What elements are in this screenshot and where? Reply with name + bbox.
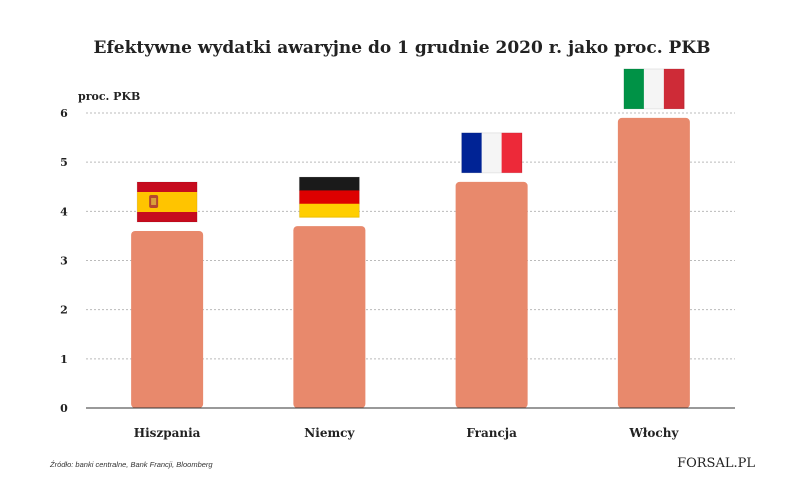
- bar-hiszpania: [131, 231, 204, 408]
- source-note: Źródło: banki centralne, Bank Francji, B…: [49, 460, 213, 469]
- y-tick-label: 4: [60, 205, 68, 218]
- flags: [136, 68, 685, 223]
- y-tick-label: 5: [60, 156, 68, 169]
- forsal-logo: FORSAL.PL: [677, 456, 755, 471]
- x-tick-label: Hiszpania: [134, 426, 201, 440]
- bar-francja: [455, 181, 528, 408]
- y-axis-ticks: 0 1 2 3 4 5 6: [60, 107, 68, 415]
- y-tick-label: 1: [60, 353, 68, 366]
- bars: [131, 117, 690, 409]
- y-tick-label: 0: [60, 402, 68, 415]
- bar-włochy: [617, 117, 690, 409]
- y-axis-label: proc. PKB: [78, 90, 140, 103]
- chart-title: Efektywne wydatki awaryjne do 1 grudnie …: [94, 38, 711, 58]
- flag-włochy-icon: [623, 68, 685, 110]
- x-axis-ticks: Hiszpania Niemcy Francja Włochy: [134, 426, 680, 440]
- y-tick-label: 6: [60, 107, 68, 120]
- x-tick-label: Niemcy: [304, 426, 355, 440]
- flag-hiszpania-icon: [136, 181, 198, 223]
- bar-niemcy: [293, 226, 366, 408]
- y-tick-label: 3: [60, 255, 68, 268]
- x-tick-label: Włochy: [628, 426, 679, 440]
- x-tick-label: Francja: [466, 426, 517, 440]
- flag-francja-icon: [461, 132, 523, 174]
- y-tick-label: 2: [60, 304, 68, 317]
- flag-niemcy-icon: [298, 176, 360, 218]
